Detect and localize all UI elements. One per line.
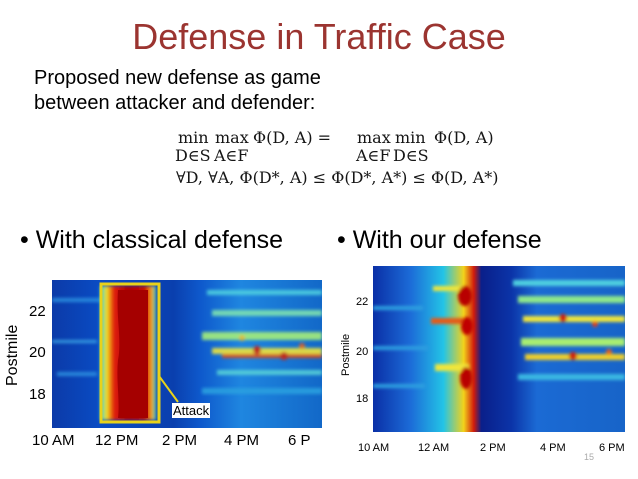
slide-title: Defense in Traffic Case [132, 16, 506, 57]
right-heatmap [373, 266, 625, 432]
left-xtick: 12 PM [95, 432, 139, 449]
eq1-phi: Φ(D, A) = [253, 128, 332, 147]
eq1-max2-sub: A∈F [356, 146, 391, 165]
eq1-min2: min [395, 128, 426, 147]
right-ytick: 18 [356, 393, 369, 405]
eq1-max-sub: A∈F [214, 146, 249, 165]
right-xtick: 6 PM [599, 442, 625, 454]
right-ytick: 22 [356, 296, 369, 308]
equation-equilibrium: ∀D, ∀A, Φ(D*, A) ≤ Φ(D*, A*) ≤ Φ(D, A*) [176, 168, 499, 187]
eq1-phi2: Φ(D, A) [434, 128, 494, 147]
left-ytick: 20 [29, 344, 46, 361]
attack-highlight-box [99, 282, 161, 424]
left-xtick: 6 P [288, 432, 311, 449]
left-xtick: 4 PM [224, 432, 260, 449]
left-heatmap: Attack [52, 280, 322, 428]
right-xtick: 4 PM [540, 442, 566, 454]
intro-line-1: Proposed new defense as game [34, 67, 321, 89]
right-xtick: 12 AM [418, 442, 450, 454]
right-xtick: 10 AM [358, 442, 390, 454]
right-heatmap-graphic [373, 266, 625, 432]
left-ytick: 18 [29, 386, 46, 403]
eq1-min-sub: D∈S [175, 146, 211, 165]
eq1-min: min [178, 128, 209, 147]
left-ytick: 22 [29, 303, 46, 320]
page-number: 15 [583, 452, 594, 462]
attack-annotation-label: Attack [172, 403, 211, 418]
left-xtick: 2 PM [162, 432, 198, 449]
left-y-axis-label: Postmile [4, 324, 21, 386]
intro-line-2: between attacker and defender: [34, 92, 316, 114]
eq1-max2: max [357, 128, 391, 147]
intro-text: Proposed new defense as game between att… [34, 66, 321, 116]
bullet-classical-defense: • With classical defense [20, 226, 284, 254]
eq1-min2-sub: D∈S [393, 146, 429, 165]
eq1-max: max [215, 128, 249, 147]
left-xtick: 10 AM [32, 432, 75, 449]
right-xtick: 2 PM [480, 442, 506, 454]
right-y-axis-label: Postmile [340, 333, 352, 376]
right-ytick: 20 [356, 346, 369, 358]
bullet-our-defense: • With our defense [337, 226, 542, 254]
